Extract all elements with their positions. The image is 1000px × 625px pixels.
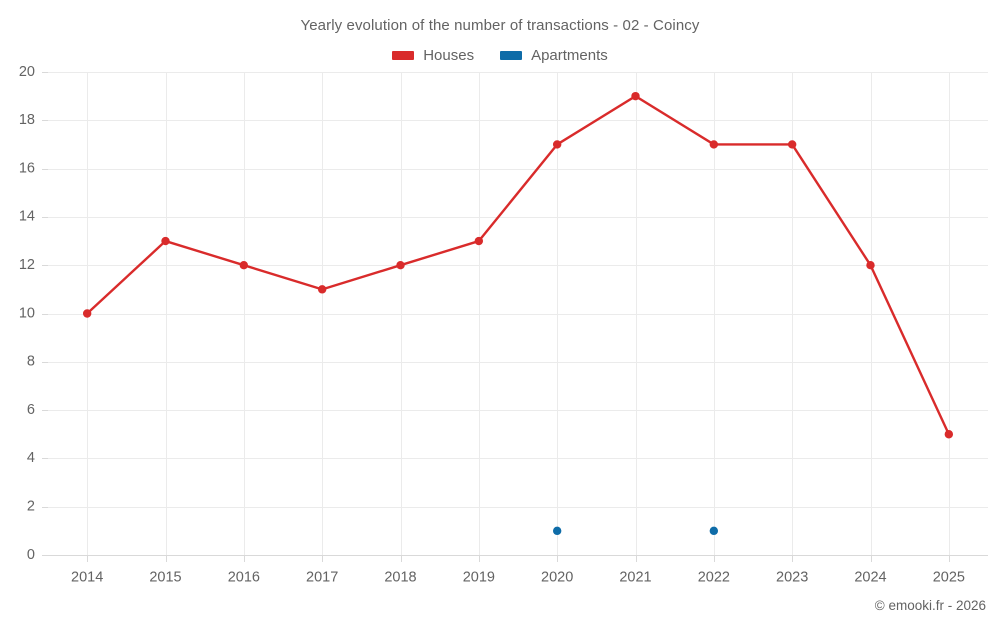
data-point-houses[interactable] <box>239 261 249 270</box>
y-axis-tick-label: 0 <box>27 547 35 563</box>
y-axis-tick-label: 6 <box>27 402 35 418</box>
x-axis-tick-label: 2015 <box>149 570 181 586</box>
legend-swatch-houses <box>392 50 415 60</box>
y-axis-tick-label: 16 <box>19 160 35 176</box>
data-point-houses[interactable] <box>787 140 797 149</box>
data-point-houses[interactable] <box>709 140 719 149</box>
data-point-houses[interactable] <box>82 309 92 318</box>
footer-credit: © emooki.fr - 2026 <box>874 598 986 613</box>
legend-item-houses[interactable]: Houses <box>392 47 474 64</box>
x-axis-tick-label: 2021 <box>619 570 651 586</box>
y-axis-tick-label: 10 <box>19 305 35 321</box>
y-axis-tick-label: 8 <box>27 354 35 370</box>
x-axis-tick-label: 2023 <box>776 570 808 586</box>
x-axis-tick-label: 2025 <box>933 570 965 586</box>
data-point-houses[interactable] <box>944 430 954 439</box>
data-point-houses[interactable] <box>161 236 170 246</box>
data-point-houses[interactable] <box>552 140 562 149</box>
chart-legend: Houses Apartments <box>0 44 1000 66</box>
x-axis-tick-label: 2019 <box>463 570 495 586</box>
y-axis-tick-label: 4 <box>27 450 35 466</box>
y-axis-tick-label: 12 <box>19 257 35 273</box>
x-axis-tick-label: 2018 <box>384 570 416 586</box>
legend-item-apartments[interactable]: Apartments <box>500 47 608 64</box>
x-axis-tick-label: 2014 <box>71 570 103 586</box>
data-point-apartments[interactable] <box>709 526 719 536</box>
data-point-houses[interactable] <box>317 285 327 294</box>
x-axis-tick-label: 2020 <box>541 570 573 586</box>
y-axis-tick-label: 18 <box>19 112 35 128</box>
chart-title: Yearly evolution of the number of transa… <box>300 17 700 34</box>
data-point-houses[interactable] <box>631 91 640 101</box>
legend-swatch-apartments <box>500 50 523 60</box>
data-point-houses[interactable] <box>474 236 484 246</box>
y-axis-tick-label: 14 <box>19 209 35 225</box>
x-axis-tick-label: 2022 <box>698 570 730 586</box>
x-axis-tick-label: 2017 <box>306 570 338 586</box>
x-axis-tick-label: 2024 <box>854 570 886 586</box>
data-point-houses[interactable] <box>396 261 405 270</box>
data-point-houses[interactable] <box>866 261 875 270</box>
y-axis-tick-label: 2 <box>27 499 35 515</box>
data-point-apartments[interactable] <box>552 526 562 536</box>
y-axis-tick-label: 20 <box>19 64 35 80</box>
legend-label-houses: Houses <box>423 46 475 64</box>
x-axis-tick-label: 2016 <box>228 570 260 586</box>
series-line-houses <box>85 94 951 436</box>
legend-label-apartments: Apartments <box>531 46 608 64</box>
